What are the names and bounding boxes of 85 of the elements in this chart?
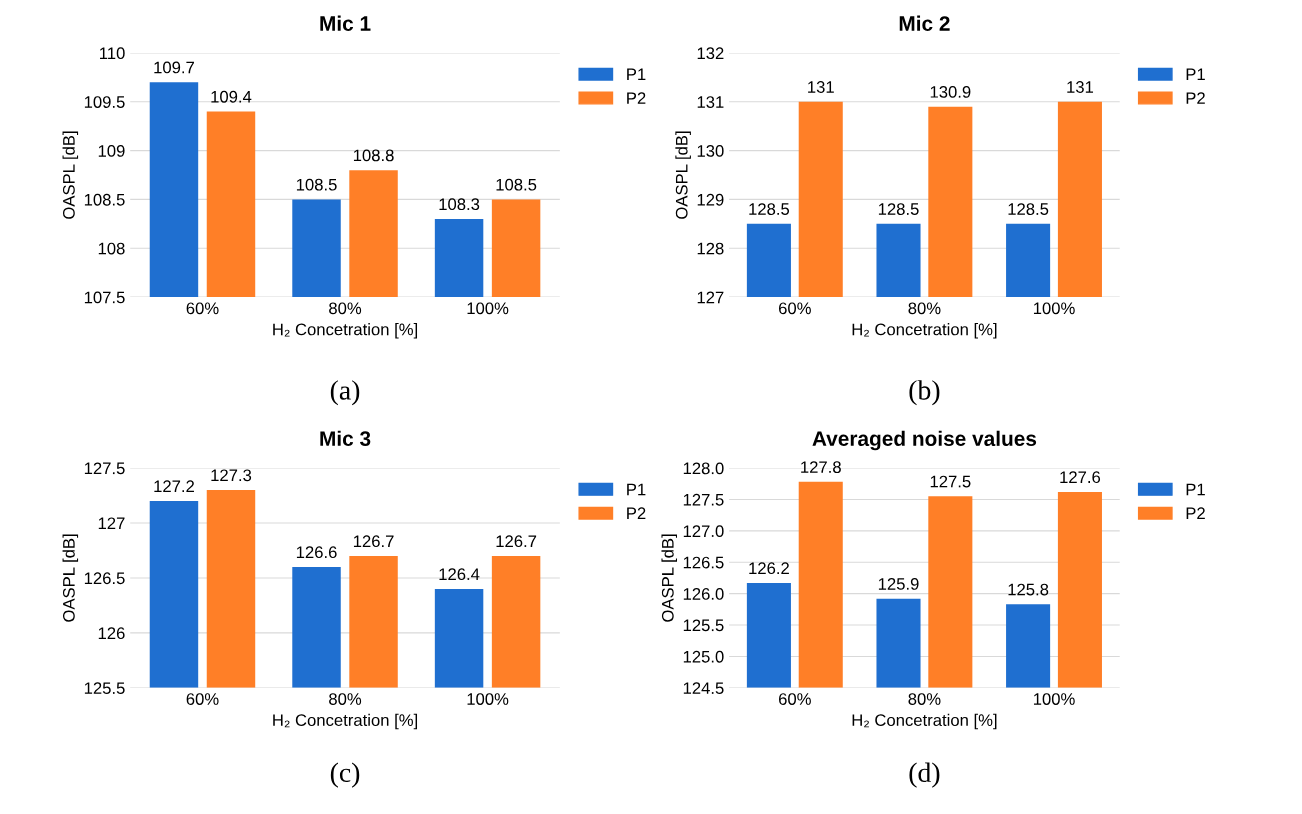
text: (b): [909, 380, 940, 406]
y-tick-label: 126.0: [683, 588, 724, 600]
y-tick-label: 127.5: [84, 462, 125, 475]
y-tick-label: 127: [98, 517, 125, 530]
legend-label: P2: [627, 92, 646, 104]
data-label: 109.7: [154, 61, 194, 74]
data-label: 126.6: [296, 546, 337, 559]
y-tick-label: 109.5: [84, 96, 125, 108]
y-tick-label: 130: [697, 144, 724, 157]
y-tick-label: 125.0: [683, 650, 724, 663]
y-tick-label: 124.5: [683, 682, 724, 695]
y-tick-label: 125.5: [84, 682, 125, 695]
x-axis-title: H₂ Concetration [%]: [852, 323, 997, 339]
data-label: 108.8: [353, 149, 394, 162]
x-tick-label: 80%: [329, 693, 362, 705]
y-tick-label: 127: [697, 291, 724, 304]
data-label: 131: [1067, 81, 1094, 93]
y-tick-label: 128.0: [683, 462, 724, 475]
legend-label: P2: [627, 507, 646, 519]
y-tick-label: 126.5: [84, 572, 125, 585]
x-axis-title: H₂ Concetration [%]: [852, 713, 997, 730]
data-label: 127.6: [1060, 471, 1101, 484]
y-tick-label: 109: [98, 144, 125, 157]
data-label: 108.5: [496, 178, 537, 191]
chart-title: Mic 2: [899, 15, 950, 31]
data-label: 126.7: [496, 535, 537, 548]
text: (d): [909, 762, 940, 788]
x-tick-label: 80%: [329, 302, 362, 315]
y-tick-label: 126.5: [683, 556, 724, 569]
data-label: 126.7: [353, 535, 394, 548]
y-axis-title: OASPL [dB]: [62, 131, 79, 219]
chart-title: Mic 3: [320, 430, 371, 447]
y-tick-label: 108: [98, 242, 125, 255]
data-label: 130.9: [930, 85, 971, 98]
text: (a): [330, 380, 360, 406]
data-label: 128.5: [1008, 203, 1049, 215]
y-tick-label: 128: [697, 242, 724, 255]
x-tick-label: 80%: [908, 693, 941, 705]
data-label: 127.3: [211, 469, 252, 482]
y-tick-label: 127.0: [683, 525, 724, 538]
text: (c): [330, 762, 360, 788]
data-label: 126.4: [439, 568, 480, 581]
x-tick-label: 60%: [778, 693, 811, 705]
y-tick-label: 129: [697, 193, 724, 206]
y-tick-label: 125.5: [683, 619, 724, 632]
chart-title: Averaged noise values: [812, 430, 1037, 451]
y-tick-label: 127.5: [683, 493, 724, 506]
legend-label: P2: [1186, 92, 1205, 104]
data-label: 131: [808, 81, 834, 93]
legend-label: P1: [1186, 483, 1205, 496]
y-tick-label: 126: [98, 627, 125, 640]
data-label: 127.5: [930, 475, 971, 488]
data-label: 126.2: [749, 562, 789, 575]
x-tick-label: 100%: [1033, 693, 1075, 705]
y-tick-label: 107.5: [84, 291, 125, 304]
data-label: 108.5: [296, 178, 337, 191]
y-tick-label: 132: [697, 47, 724, 60]
x-tick-label: 80%: [908, 302, 941, 315]
x-tick-label: 60%: [186, 302, 219, 315]
y-tick-label: 110: [100, 47, 125, 60]
x-tick-label: 60%: [778, 302, 811, 315]
data-label: 109.4: [211, 90, 252, 103]
legend-label: P1: [627, 483, 646, 496]
chart-title: Mic 1: [320, 15, 371, 31]
y-tick-label: 108.5: [84, 193, 125, 206]
y-axis-title: OASPL [dB]: [62, 534, 79, 622]
y-axis-title: OASPL [dB]: [675, 131, 691, 219]
x-tick-label: 100%: [467, 302, 509, 315]
data-label: 128.5: [749, 203, 790, 215]
data-label: 128.5: [878, 203, 919, 215]
data-label: 108.3: [439, 198, 480, 211]
x-axis-title: H₂ Concetration [%]: [273, 323, 418, 339]
data-label: 125.8: [1008, 583, 1049, 596]
legend-label: P1: [1186, 68, 1205, 80]
y-tick-label: 131: [697, 96, 724, 108]
data-label: 125.9: [878, 578, 919, 590]
y-axis-title: OASPL [dB]: [661, 534, 677, 622]
x-tick-label: 100%: [467, 693, 509, 705]
x-tick-label: 60%: [186, 693, 219, 705]
x-tick-label: 100%: [1033, 302, 1075, 315]
data-label: 127.8: [801, 461, 841, 474]
legend-label: P2: [1186, 507, 1205, 519]
legend-label: P1: [627, 68, 646, 80]
data-label: 127.2: [154, 480, 194, 492]
x-axis-title: H₂ Concetration [%]: [273, 713, 418, 730]
